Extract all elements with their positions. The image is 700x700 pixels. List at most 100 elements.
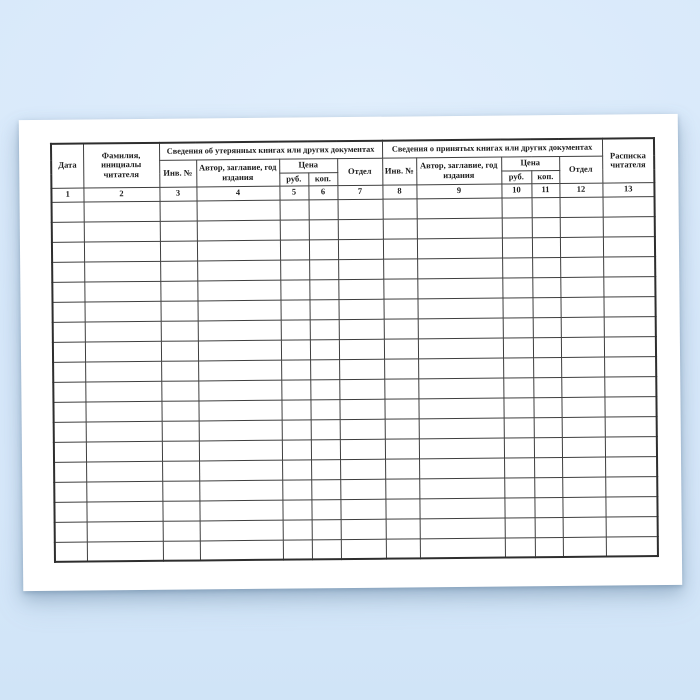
blank-cell <box>385 458 420 479</box>
blank-cell <box>84 320 161 342</box>
blank-cell <box>282 519 312 540</box>
blank-cell <box>198 359 282 381</box>
blank-cell <box>416 217 502 239</box>
blank-cell <box>85 360 162 382</box>
blank-cell <box>533 436 563 458</box>
blank-cell <box>311 519 341 540</box>
blank-cell <box>383 278 418 299</box>
blank-cell <box>504 517 535 538</box>
blank-cell <box>602 216 655 237</box>
document-page: Дата Фамилия, инициалы читателя Сведения… <box>18 113 683 592</box>
blank-cell <box>504 497 535 518</box>
blank-cell <box>196 239 281 261</box>
blank-cell <box>338 298 384 320</box>
column-number-cell: 1 <box>51 187 84 202</box>
blank-cell <box>603 336 657 357</box>
blank-cell <box>85 420 162 442</box>
blank-cell <box>197 279 281 301</box>
blank-cell <box>308 199 338 220</box>
blank-cell <box>281 359 311 380</box>
blank-cell <box>560 256 604 277</box>
blank-cell <box>339 418 385 440</box>
column-number-cell: 4 <box>196 185 280 201</box>
blank-cell <box>338 338 385 360</box>
blank-cell <box>419 477 505 499</box>
blank-cell <box>384 378 419 399</box>
column-number-cell: 5 <box>279 185 309 200</box>
blank-cell <box>311 459 341 480</box>
blank-cell <box>197 299 281 321</box>
blank-cell <box>561 416 605 437</box>
blank-cell <box>533 396 562 418</box>
blank-cell <box>51 201 84 222</box>
blank-cell <box>562 496 606 517</box>
blank-cell <box>503 397 534 418</box>
header-rubles-lost: руб. <box>279 172 309 186</box>
blank-cell <box>418 437 505 459</box>
blank-cell <box>534 536 563 558</box>
blank-cell <box>309 279 339 300</box>
blank-cell <box>84 300 161 322</box>
blank-cell <box>198 439 283 461</box>
blank-cell <box>419 457 505 479</box>
blank-cell <box>562 516 606 537</box>
header-reader-receipt: Расписка читателя <box>601 138 655 183</box>
blank-cell <box>602 196 655 217</box>
blank-cell <box>560 336 605 357</box>
blank-cell <box>310 439 341 460</box>
blank-cell <box>562 456 606 477</box>
blank-cell <box>604 396 657 417</box>
blank-cell <box>384 438 420 459</box>
blank-cell <box>534 476 563 498</box>
blank-cell <box>197 339 282 361</box>
header-inventory-no-received: Инв. № <box>382 157 417 185</box>
blank-cell <box>561 356 605 377</box>
blank-cell <box>282 539 312 560</box>
blank-cell <box>338 318 384 340</box>
blank-cell <box>385 538 420 559</box>
blank-cell <box>532 276 561 298</box>
blank-cell <box>340 478 386 500</box>
blank-cell <box>311 479 341 500</box>
blank-cell <box>602 236 656 257</box>
blank-cell <box>199 459 283 481</box>
blank-cell <box>417 337 504 359</box>
column-number-cell: 6 <box>308 185 338 200</box>
blank-cell <box>532 296 561 318</box>
blank-cell <box>83 220 160 242</box>
blank-cell <box>281 379 311 400</box>
blank-cell <box>159 220 197 241</box>
blank-cell <box>604 356 657 377</box>
blank-cell <box>531 196 560 218</box>
blank-cell <box>385 478 420 499</box>
blank-cell <box>337 198 383 220</box>
blank-cell <box>280 319 310 340</box>
blank-cell <box>501 237 533 258</box>
blank-cell <box>385 518 420 539</box>
header-inventory-no-lost: Инв. № <box>159 159 197 187</box>
blank-cell <box>309 299 339 320</box>
blank-cell <box>337 218 383 240</box>
blank-cell <box>281 419 311 440</box>
blank-cell <box>384 418 419 439</box>
blank-cell <box>198 419 282 441</box>
blank-cell <box>501 197 532 218</box>
blank-cell <box>162 540 200 561</box>
blank-cell <box>337 238 384 260</box>
blank-cell <box>280 339 311 360</box>
header-price-received: Цена <box>501 155 560 171</box>
blank-cell <box>534 496 563 518</box>
blank-cell <box>86 500 163 522</box>
blank-cell <box>308 219 338 240</box>
header-date: Дата <box>50 143 84 188</box>
blank-cell <box>53 401 86 422</box>
blank-cell <box>603 316 656 337</box>
blank-cell <box>309 259 339 280</box>
column-number-cell: 10 <box>501 183 532 198</box>
blank-cell <box>54 461 87 482</box>
blank-cell <box>159 200 197 221</box>
blank-cell <box>418 397 504 419</box>
blank-cell <box>418 377 504 399</box>
blank-cell <box>504 477 535 498</box>
blank-cell <box>282 459 312 480</box>
